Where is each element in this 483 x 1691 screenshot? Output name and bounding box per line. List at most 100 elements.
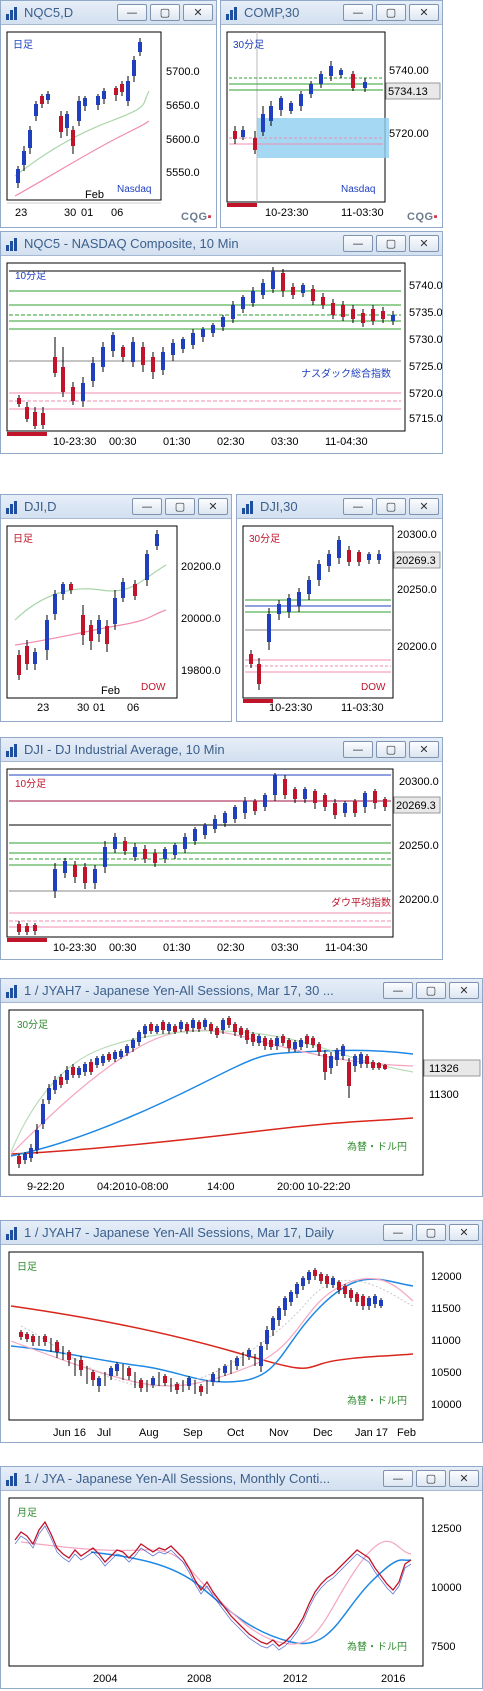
y-tick: 20300.0 (397, 529, 437, 541)
y-tick: 5550.0 (166, 167, 200, 179)
price-chart[interactable]: 日足 為替・ドル円 (1, 1246, 482, 1442)
close-button[interactable]: ✕ (409, 741, 439, 758)
titlebar[interactable]: NQC5 - NASDAQ Composite, 10 Min — ▢ ✕ (1, 232, 442, 256)
x-tick: 11-04:30 (325, 942, 368, 954)
minimize-button[interactable]: — (117, 4, 147, 21)
x-tick: 03:30 (271, 436, 299, 448)
restore-button[interactable]: ▢ (376, 741, 406, 758)
x-tick: 10-23:30 (53, 942, 96, 954)
restore-button[interactable]: ▢ (376, 235, 406, 252)
close-button[interactable]: ✕ (449, 1224, 479, 1241)
y-tick: 5720.00 (389, 128, 429, 140)
y-tick: 20300.0 (399, 776, 439, 788)
restore-button[interactable]: ▢ (416, 1224, 446, 1241)
minimize-button[interactable]: — (383, 982, 413, 999)
chart-window-icon (5, 984, 19, 998)
restore-button[interactable]: ▢ (376, 498, 406, 515)
close-button[interactable]: ✕ (183, 4, 213, 21)
price-chart[interactable]: 10分足 ダウ平均指数 (1, 763, 442, 959)
last-price: 5734.13 (388, 86, 428, 98)
x-tick: 00:30 (109, 942, 137, 954)
candles (17, 530, 159, 680)
close-button[interactable]: ✕ (409, 498, 439, 515)
period-label: 30分足 (17, 1019, 48, 1031)
price-chart[interactable]: 30分足 為替・ドル円 (1, 1004, 482, 1196)
chart-window-icon (225, 6, 239, 20)
vendor-logo: CQG▪ (181, 211, 212, 223)
price-chart[interactable]: 月足 為替・ドル円 12500 10000 7500 2004 2008 201… (1, 1492, 482, 1688)
restore-button[interactable]: ▢ (150, 4, 180, 21)
titlebar[interactable]: NQC5,D — ▢ ✕ (1, 1, 216, 25)
window-dji-daily[interactable]: DJI,D — ▢ ✕ 日足 DOW (0, 494, 232, 722)
index-label: 為替・ドル円 (347, 1640, 407, 1653)
y-tick: 20200.0 (397, 641, 437, 653)
restore-button[interactable]: ▢ (165, 498, 195, 515)
x-tick: 2004 (93, 1673, 117, 1685)
y-tick: 5735.0 (409, 307, 442, 319)
y-tick: 5740.00 (389, 65, 429, 77)
restore-button[interactable]: ▢ (416, 1470, 446, 1487)
window-jyah7-daily[interactable]: 1 / JYAH7 - Japanese Yen-All Sessions, M… (0, 1220, 483, 1443)
window-title: NQC5 - NASDAQ Composite, 10 Min (24, 236, 239, 251)
price-chart[interactable]: 日足 Nasdaq 5700.0 5650.0 5600 (1, 26, 216, 227)
x-tick: 2016 (381, 1673, 405, 1685)
close-button[interactable]: ✕ (409, 4, 439, 21)
titlebar[interactable]: 1 / JYAH7 - Japanese Yen-All Sessions, M… (1, 1221, 482, 1245)
x-tick: 06 (111, 207, 123, 219)
y-tick: 12000 (431, 1271, 462, 1283)
close-button[interactable]: ✕ (449, 982, 479, 999)
x-tick: 9-22:20 (27, 1181, 64, 1193)
x-tick: 10-22:20 (307, 1181, 350, 1193)
close-button[interactable]: ✕ (449, 1470, 479, 1487)
y-tick: 20200.0 (399, 894, 439, 906)
y-tick: 19800.0 (181, 665, 221, 677)
price-chart[interactable]: 30分足 DOW 20269.3 20300.0 20250.0 (237, 520, 442, 721)
chart-window-icon (5, 6, 19, 20)
candles (16, 38, 142, 188)
x-tick: 02:30 (217, 436, 245, 448)
x-tick: Aug (139, 1427, 159, 1439)
market-label: DOW (141, 682, 166, 693)
close-button[interactable]: ✕ (198, 498, 228, 515)
titlebar[interactable]: DJI,30 — ▢ ✕ (237, 495, 442, 519)
minimize-button[interactable]: — (383, 1470, 413, 1487)
x-tick: 11-03:30 (341, 207, 384, 219)
month-label: Feb (101, 685, 120, 697)
minimize-button[interactable]: — (343, 4, 373, 21)
window-nqc5-daily[interactable]: NQC5,D — ▢ ✕ 日足 Nasdaq (0, 0, 217, 228)
x-tick: 01 (81, 207, 93, 219)
price-chart[interactable]: 10分足 ナスダック総合指数 (1, 257, 442, 453)
minimize-button[interactable]: — (132, 498, 162, 515)
x-tick: 10-08:00 (125, 1181, 168, 1193)
period-label: 10分足 (15, 778, 46, 790)
titlebar[interactable]: 1 / JYAH7 - Japanese Yen-All Sessions, M… (1, 979, 482, 1003)
x-tick: 30 (77, 702, 89, 714)
month-label: Feb (85, 189, 104, 201)
minimize-button[interactable]: — (343, 741, 373, 758)
restore-button[interactable]: ▢ (376, 4, 406, 21)
window-jya-monthly[interactable]: 1 / JYA - Japanese Yen-All Sessions, Mon… (0, 1466, 483, 1689)
last-price: 20269.3 (396, 800, 436, 812)
period-label: 日足 (17, 1261, 37, 1273)
index-label: 為替・ドル円 (347, 1140, 407, 1153)
titlebar[interactable]: DJI,D — ▢ ✕ (1, 495, 231, 519)
window-comp-30min[interactable]: COMP,30 — ▢ ✕ 30分足 Nasdaq (220, 0, 443, 228)
titlebar[interactable]: DJI - DJ Industrial Average, 10 Min — ▢ … (1, 738, 442, 762)
price-chart[interactable]: 日足 DOW 20200.0 20000.0 19800.0 Feb 23 30 (1, 520, 231, 721)
restore-button[interactable]: ▢ (416, 982, 446, 999)
minimize-button[interactable]: — (343, 498, 373, 515)
minimize-button[interactable]: — (343, 235, 373, 252)
titlebar[interactable]: COMP,30 — ▢ ✕ (221, 1, 442, 25)
window-nasdaq-10min[interactable]: NQC5 - NASDAQ Composite, 10 Min — ▢ ✕ 10… (0, 231, 443, 454)
price-chart[interactable]: 30分足 Nasdaq 5734.13 5740.00 5720.00 10-2… (221, 26, 442, 227)
window-jyah7-30min[interactable]: 1 / JYAH7 - Japanese Yen-All Sessions, M… (0, 978, 483, 1197)
window-title: NQC5,D (24, 5, 74, 20)
window-dji-10min[interactable]: DJI - DJ Industrial Average, 10 Min — ▢ … (0, 737, 443, 960)
titlebar[interactable]: 1 / JYA - Japanese Yen-All Sessions, Mon… (1, 1467, 482, 1491)
window-dji-30min[interactable]: DJI,30 — ▢ ✕ 30分足 DOW (236, 494, 443, 722)
x-tick: Sep (183, 1427, 203, 1439)
close-button[interactable]: ✕ (409, 235, 439, 252)
minimize-button[interactable]: — (383, 1224, 413, 1241)
y-tick: 5720.0 (409, 388, 442, 400)
period-label: 30分足 (233, 39, 264, 51)
